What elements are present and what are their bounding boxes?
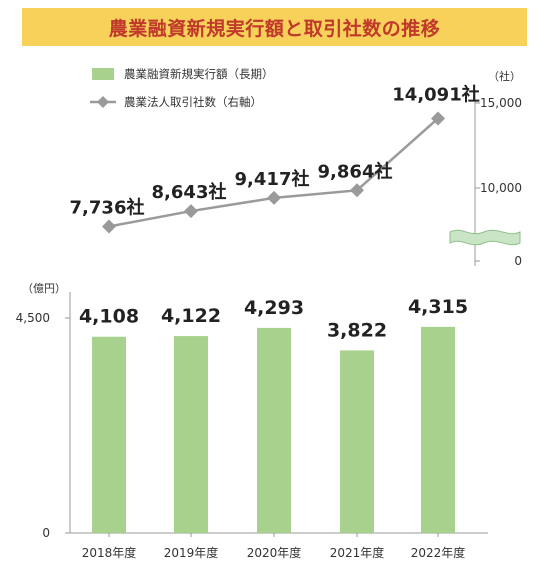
line-value-label: 14,091社 xyxy=(392,83,479,105)
line-value-label: 7,736社 xyxy=(70,196,145,218)
line-marker xyxy=(102,219,116,234)
right-axis-tick-label: 10,000 xyxy=(480,181,522,195)
line-marker xyxy=(431,111,445,126)
bar xyxy=(340,350,374,533)
chart-title: 農業融資新規実行額と取引社数の推移 xyxy=(108,17,441,40)
line-value-label: 9,417社 xyxy=(235,168,310,190)
legend-bar-swatch xyxy=(92,68,114,80)
bar xyxy=(257,327,291,533)
left-axis-unit: （億円） xyxy=(22,282,66,295)
axis-break-symbol xyxy=(449,229,521,246)
x-axis-tick-label: 2018年度 xyxy=(82,545,137,560)
bar xyxy=(421,326,455,533)
bar-value-label: 4,293 xyxy=(244,297,304,319)
chart-title-banner: 農業融資新規実行額と取引社数の推移 xyxy=(22,8,527,46)
bar xyxy=(174,336,208,533)
legend-bar-label: 農業融資新規実行額（長期） xyxy=(124,67,274,81)
right-axis-unit: （社） xyxy=(488,69,521,83)
bar-value-label: 4,108 xyxy=(79,306,139,328)
legend-line-marker xyxy=(97,96,109,108)
line-value-label: 8,643社 xyxy=(152,181,227,203)
left-axis-tick-label: 4,500 xyxy=(16,311,50,325)
right-axis-tick-label: 0 xyxy=(514,254,522,268)
bar-value-label: 4,315 xyxy=(408,296,468,318)
left-axis-tick-label: 0 xyxy=(42,526,50,540)
bar xyxy=(92,336,126,533)
x-axis-tick-label: 2021年度 xyxy=(330,545,385,560)
line-value-label: 9,864社 xyxy=(318,160,393,182)
right-axis-tick-label: 15,000 xyxy=(480,96,522,110)
bar-value-label: 4,122 xyxy=(161,305,221,327)
line-marker xyxy=(267,190,281,205)
line-marker xyxy=(184,204,198,219)
line-marker xyxy=(350,183,364,198)
bar-value-label: 3,822 xyxy=(327,319,387,341)
x-axis-tick-label: 2019年度 xyxy=(164,545,219,560)
x-axis-tick-label: 2022年度 xyxy=(411,545,466,560)
x-axis-tick-label: 2020年度 xyxy=(247,545,302,560)
legend-line-label: 農業法人取引社数（右軸） xyxy=(124,95,262,109)
